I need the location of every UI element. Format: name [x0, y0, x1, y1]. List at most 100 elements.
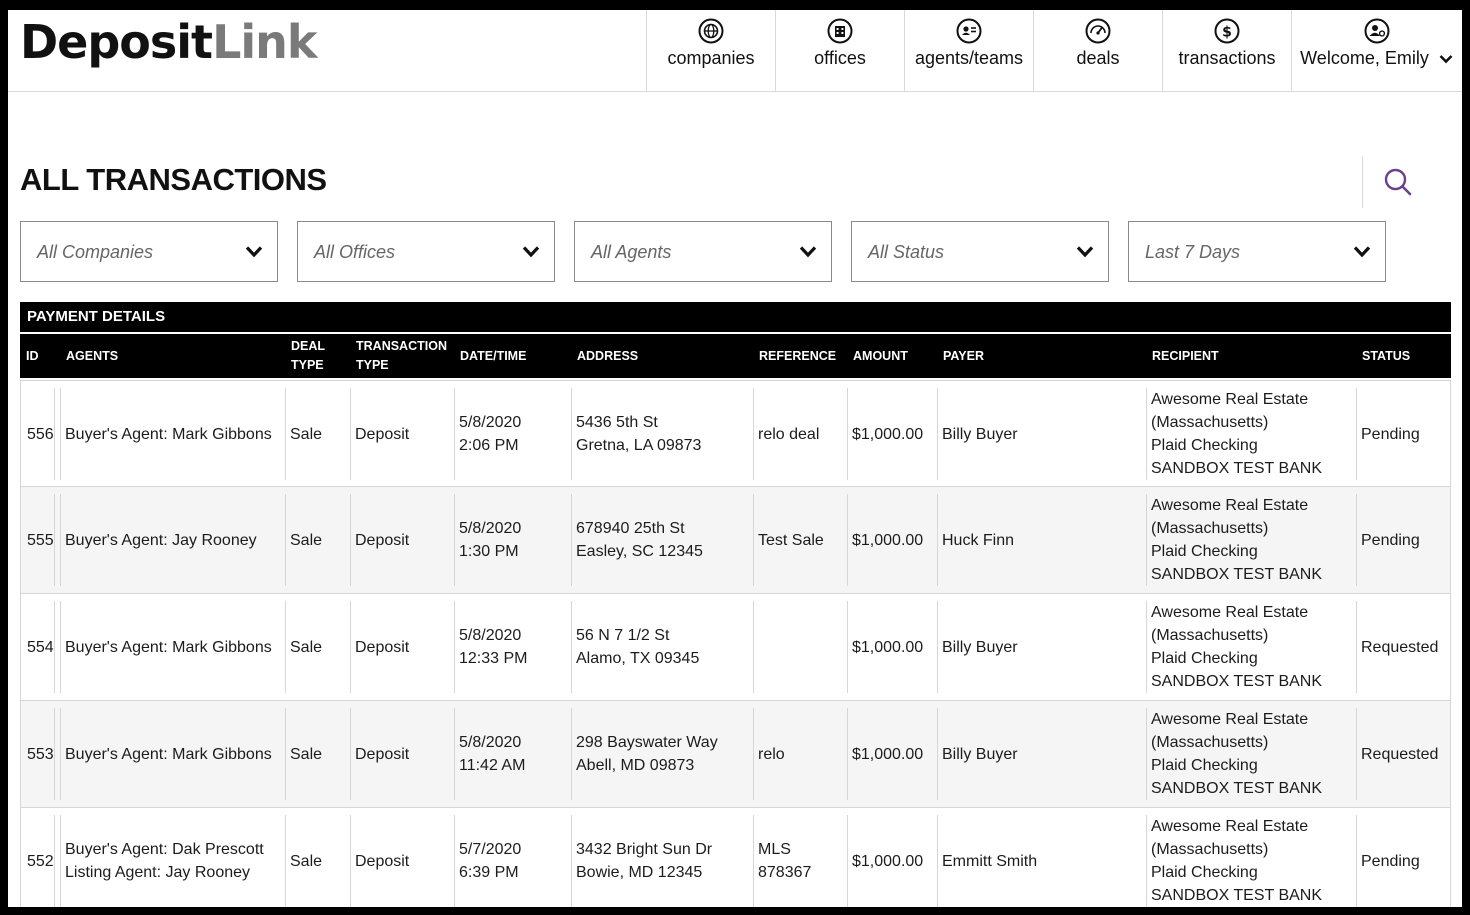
column-header-id[interactable]: ID: [26, 348, 39, 363]
cell-id-line: 552: [27, 852, 54, 870]
nav-transactions[interactable]: $ transactions: [1162, 10, 1291, 92]
company-filter-value: All Companies: [37, 242, 154, 262]
column-divider: [285, 388, 286, 480]
cell-address-text: 298 Bayswater Way Abell, MD 09873: [576, 731, 718, 777]
logo-text-link: Link: [212, 15, 317, 69]
column-divider: [54, 815, 55, 907]
cell-agents-line: Listing Agent: Jay Rooney: [65, 864, 251, 881]
cell-amount-text: $1,000.00: [852, 529, 923, 552]
cell-deal-type: Sale: [284, 701, 322, 807]
column-divider: [937, 494, 938, 586]
search-icon[interactable]: [1382, 166, 1414, 198]
cell-reference-text: Test Sale: [758, 529, 824, 552]
column-divider: [571, 601, 572, 693]
cell-id-text: 553: [27, 743, 54, 766]
cell-id: 554: [21, 594, 54, 700]
table-row[interactable]: 554 Buyer's Agent: Mark Gibbons Sale Deposi…: [20, 594, 1451, 701]
column-divider: [847, 708, 848, 800]
chevron-down-icon: [1353, 246, 1371, 258]
cell-deal-type: Sale: [284, 594, 322, 700]
cell-payer-line: Billy Buyer: [942, 745, 1018, 763]
cell-reference-text: MLS 878367: [758, 838, 811, 884]
column-divider: [1146, 388, 1147, 480]
nav-companies[interactable]: companies: [646, 10, 775, 92]
column-divider: [54, 708, 55, 800]
building-icon: [827, 18, 853, 44]
column-header-agents[interactable]: AGENTS: [66, 348, 119, 363]
column-divider: [1356, 388, 1357, 480]
column-divider: [847, 388, 848, 480]
cell-recipient-line: Awesome Real Estate: [1151, 711, 1309, 728]
cell-reference-line: MLS: [758, 841, 791, 858]
cell-amount: $1,000.00: [846, 701, 923, 807]
cell-datetime-text: 5/7/2020 6:39 PM: [459, 838, 521, 884]
column-header-datetime[interactable]: DATE/TIME: [460, 348, 527, 363]
column-header-transaction-type[interactable]: TRANSACTION TYPE: [356, 334, 447, 378]
cell-agents: Buyer's Agent: Mark Gibbons: [59, 594, 272, 700]
nav-agents-teams[interactable]: agents/teams: [904, 10, 1033, 92]
depositlink-logo[interactable]: DepositLink: [20, 14, 317, 70]
cell-address-text: 3432 Bright Sun Dr Bowie, MD 12345: [576, 838, 712, 884]
cell-address-line: Gretna, LA 09873: [576, 437, 702, 454]
column-divider: [937, 708, 938, 800]
user-menu[interactable]: Welcome, Emily: [1291, 10, 1461, 92]
cell-recipient-line: SANDBOX TEST BANK: [1151, 673, 1323, 690]
cell-txn-type-text: Deposit: [355, 636, 409, 659]
top-header: DepositLink companies offices agents/tea…: [8, 10, 1462, 92]
cell-datetime-line: 11:42 AM: [459, 757, 526, 774]
column-divider: [60, 815, 61, 907]
column-divider: [350, 815, 351, 907]
column-header-reference[interactable]: REFERENCE: [759, 348, 837, 363]
cell-deal-type-text: Sale: [290, 529, 322, 552]
cell-address: 56 N 7 1/2 St Alamo, TX 09345: [570, 594, 699, 700]
agent-filter-select[interactable]: All Agents: [574, 221, 832, 282]
column-divider: [60, 388, 61, 480]
cell-recipient-text: Awesome Real Estate (Massachusetts) Plaid …: [1151, 388, 1322, 480]
table-row[interactable]: 553 Buyer's Agent: Mark Gibbons Sale Deposi…: [20, 701, 1451, 808]
cell-txn-type: Deposit: [349, 381, 409, 487]
column-header-status[interactable]: STATUS: [1362, 348, 1411, 363]
cell-datetime: 5/8/2020 2:06 PM: [453, 381, 521, 487]
cell-recipient-text: Awesome Real Estate (Massachusetts) Plaid …: [1151, 601, 1322, 693]
cell-id-line: 556: [27, 425, 54, 443]
nav-deals[interactable]: deals: [1033, 10, 1162, 92]
table-row[interactable]: 556 Buyer's Agent: Mark Gibbons Sale Deposi…: [20, 380, 1451, 487]
office-filter-select[interactable]: All Offices: [297, 221, 555, 282]
cell-reference-line: 878367: [758, 864, 812, 881]
nav-deals-label: deals: [1076, 48, 1120, 68]
cell-recipient: Awesome Real Estate (Massachusetts) Plaid …: [1145, 594, 1322, 700]
table-header: ID AGENTS DEAL TYPE TRANSACTION TYPE DATE/…: [20, 334, 1451, 378]
cell-datetime: 5/7/2020 6:39 PM: [453, 808, 521, 907]
cell-agents-line: Buyer's Agent: Dak Prescott: [65, 841, 264, 858]
cell-payer-line: Emmitt Smith: [942, 852, 1038, 870]
column-header-amount[interactable]: AMOUNT: [853, 348, 908, 363]
cell-status: Pending: [1355, 808, 1420, 907]
table-row[interactable]: 555 Buyer's Agent: Jay Rooney Sale Deposit 5…: [20, 487, 1451, 594]
column-header-address[interactable]: ADDRESS: [577, 348, 639, 363]
nav-offices[interactable]: offices: [775, 10, 904, 92]
main-nav: companies offices agents/teams deals $ t…: [646, 10, 1461, 92]
cell-datetime-text: 5/8/2020 2:06 PM: [459, 411, 521, 457]
column-header-recipient[interactable]: RECIPIENT: [1152, 348, 1219, 363]
cell-payer-line: Billy Buyer: [942, 638, 1018, 656]
cell-datetime-line: 5/8/2020: [459, 520, 522, 537]
cell-datetime: 5/8/2020 11:42 AM: [453, 701, 525, 807]
cell-payer: Emmitt Smith: [936, 808, 1037, 907]
cell-recipient-line: SANDBOX TEST BANK: [1151, 780, 1323, 797]
cell-amount-text: $1,000.00: [852, 636, 923, 659]
page-title: ALL TRANSACTIONS: [20, 162, 327, 197]
cell-payer-line: Billy Buyer: [942, 425, 1018, 443]
status-filter-select[interactable]: All Status: [851, 221, 1109, 282]
column-divider: [753, 388, 754, 480]
date-range-filter-select[interactable]: Last 7 Days: [1128, 221, 1386, 282]
cell-status-line: Pending: [1361, 425, 1420, 443]
cell-address-line: 3432 Bright Sun Dr: [576, 841, 713, 858]
company-filter-select[interactable]: All Companies: [20, 221, 278, 282]
cell-recipient-line: Awesome Real Estate: [1151, 497, 1309, 514]
column-header-payer[interactable]: PAYER: [943, 348, 984, 363]
column-header-deal-type[interactable]: DEAL TYPE: [291, 334, 325, 378]
cell-amount-line: $1,000.00: [852, 638, 924, 656]
table-row[interactable]: 552 Buyer's Agent: Dak Prescott Listing Ag…: [20, 808, 1451, 907]
cell-address-line: Alamo, TX 09345: [576, 650, 700, 667]
cell-recipient-line: SANDBOX TEST BANK: [1151, 887, 1323, 904]
